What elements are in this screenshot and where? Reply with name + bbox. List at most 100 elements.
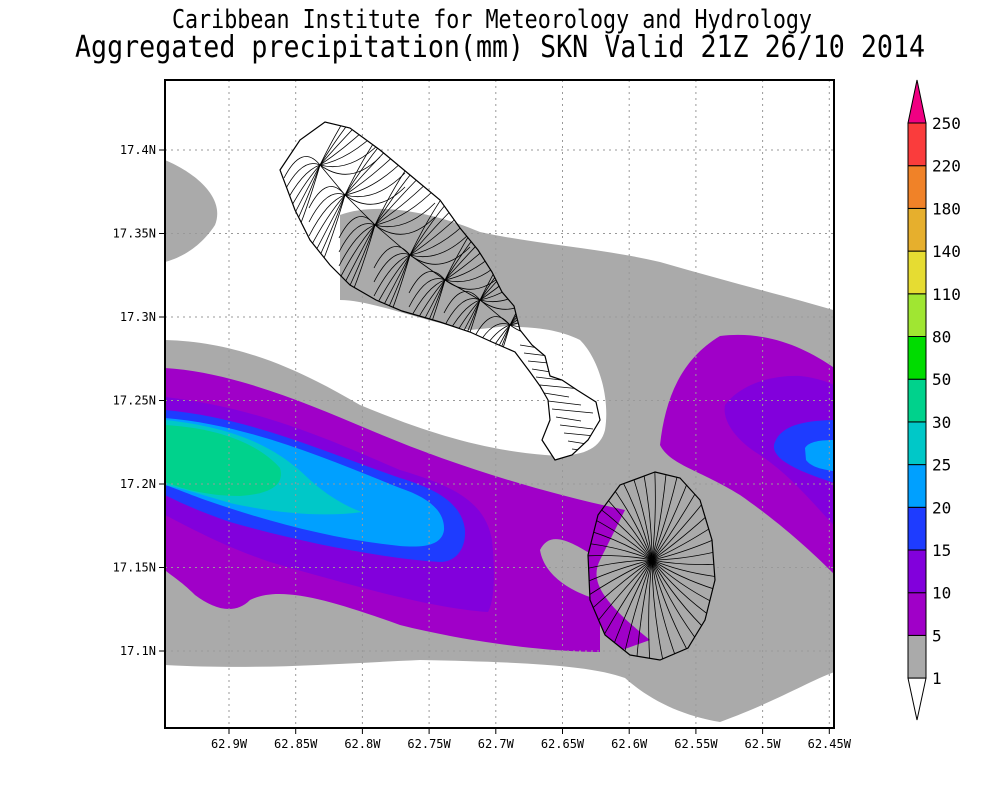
precipitation-fields — [165, 160, 834, 722]
x-axis: 62.9W 62.85W 62.8W 62.75W 62.7W 62.65W 62.6W 62… — [211, 728, 852, 751]
drainage-line — [443, 298, 481, 328]
y-tick-label: 17.25N — [113, 394, 156, 408]
drainage-line — [651, 559, 670, 660]
drainage-line — [408, 271, 446, 294]
drainage-line — [551, 408, 594, 414]
drainage-line — [651, 559, 715, 601]
drainage-line — [648, 559, 653, 660]
title-line-2: Aggregated precipitation(mm) SKN Valid 2… — [75, 30, 925, 65]
colorbar-level-label: 220 — [932, 157, 961, 176]
colorbar-below-triangle — [907, 677, 927, 721]
field-20-25-right — [805, 440, 834, 472]
drainage-line — [588, 483, 653, 561]
drainage-line — [344, 186, 406, 205]
y-tick-label: 17.3N — [120, 310, 156, 324]
drainage-line — [319, 122, 381, 166]
drainage-line — [283, 163, 321, 193]
drainage-line — [617, 472, 653, 561]
drainage-line — [473, 316, 511, 339]
x-tick-label: 62.7W — [478, 737, 515, 751]
drainage-line — [373, 254, 411, 297]
drainage-line — [374, 188, 436, 226]
drainage-line — [651, 559, 715, 637]
colorbar-level-label: 10 — [932, 584, 951, 603]
drainage-line — [588, 559, 653, 653]
drainage-line — [344, 172, 406, 198]
x-tick-label: 62.75W — [407, 737, 451, 751]
x-tick-label: 62.9W — [211, 737, 248, 751]
colorbar-level-label: 30 — [932, 413, 951, 432]
drainage-line — [601, 559, 653, 660]
y-tick-label: 17.35N — [113, 227, 156, 241]
ridge-line — [319, 164, 511, 326]
colorbar-level-label: 250 — [932, 114, 961, 133]
title-line-1: Caribbean Institute for Meteorology and … — [172, 5, 812, 35]
x-tick-label: 62.6W — [611, 737, 648, 751]
x-tick-label: 62.8W — [344, 737, 381, 751]
drainage-line — [617, 559, 653, 660]
drainage-line — [651, 559, 715, 620]
drainage-line — [588, 539, 653, 561]
colorbar-level-label: 110 — [932, 285, 961, 304]
drainage-line — [651, 559, 703, 660]
colorbar-swatch — [907, 592, 927, 636]
drainage-line — [651, 483, 715, 561]
colorbar-swatch — [907, 336, 927, 380]
drainage-line — [651, 472, 670, 561]
drainage-line — [651, 472, 656, 561]
colorbar-swatch — [907, 250, 927, 295]
drainage-line — [634, 559, 653, 660]
drainage-line — [408, 278, 446, 308]
drainage-line — [588, 559, 653, 620]
drainage-line — [588, 559, 653, 601]
drainage-line — [651, 539, 715, 561]
colorbar-swatch — [907, 122, 927, 167]
colorbar-swatch — [907, 421, 927, 466]
colorbar-level-label: 140 — [932, 242, 961, 261]
drainage-line — [555, 416, 582, 422]
drainage-line — [319, 142, 381, 168]
colorbar-level-label: 20 — [932, 498, 951, 517]
drainage-line — [319, 122, 381, 166]
colorbar-level-label: 5 — [932, 626, 942, 645]
nevis-island — [587, 471, 716, 661]
drainage-line — [338, 224, 376, 267]
colorbar-level-label: 80 — [932, 328, 951, 347]
colorbar-level-label: 50 — [932, 370, 951, 389]
drainage-line — [588, 472, 653, 561]
colorbar-swatch — [907, 549, 927, 594]
colorbar-swatch — [907, 293, 927, 337]
drainage-line — [588, 500, 653, 561]
field-1-5-topleft — [165, 160, 218, 262]
drainage-line — [373, 253, 411, 283]
drainage-line — [319, 122, 381, 166]
drainage-line — [651, 559, 715, 565]
drainage-line — [651, 472, 715, 561]
x-tick-label: 62.55W — [674, 737, 718, 751]
y-axis: 17.4N 17.35N 17.3N 17.25N 17.2N 17.15N 17.1N — [113, 143, 165, 658]
drainage-line — [443, 291, 481, 314]
colorbar-swatch — [907, 165, 927, 209]
drainage-line — [374, 216, 436, 235]
drainage-line — [409, 232, 471, 258]
drainage-line — [588, 555, 653, 561]
drainage-line — [651, 472, 687, 561]
drainage-line — [308, 193, 346, 223]
drainage-line — [374, 202, 436, 228]
colorbar-level-label: 180 — [932, 199, 961, 218]
x-tick-label: 62.85W — [274, 737, 318, 751]
colorbar-swatch — [907, 464, 927, 508]
x-tick-label: 62.5W — [745, 737, 782, 751]
drainage-line — [651, 472, 703, 561]
drainage-line — [651, 500, 715, 561]
y-tick-label: 17.2N — [120, 477, 156, 491]
field-30-50 — [165, 425, 281, 496]
x-tick-label: 62.45W — [808, 737, 852, 751]
drainage-line — [338, 224, 376, 281]
drainage-line — [319, 122, 381, 166]
drainage-line — [651, 559, 715, 653]
drainage-line — [559, 424, 594, 430]
colorbar-above-triangle — [907, 79, 927, 124]
colorbar-level-label: 25 — [932, 456, 951, 475]
